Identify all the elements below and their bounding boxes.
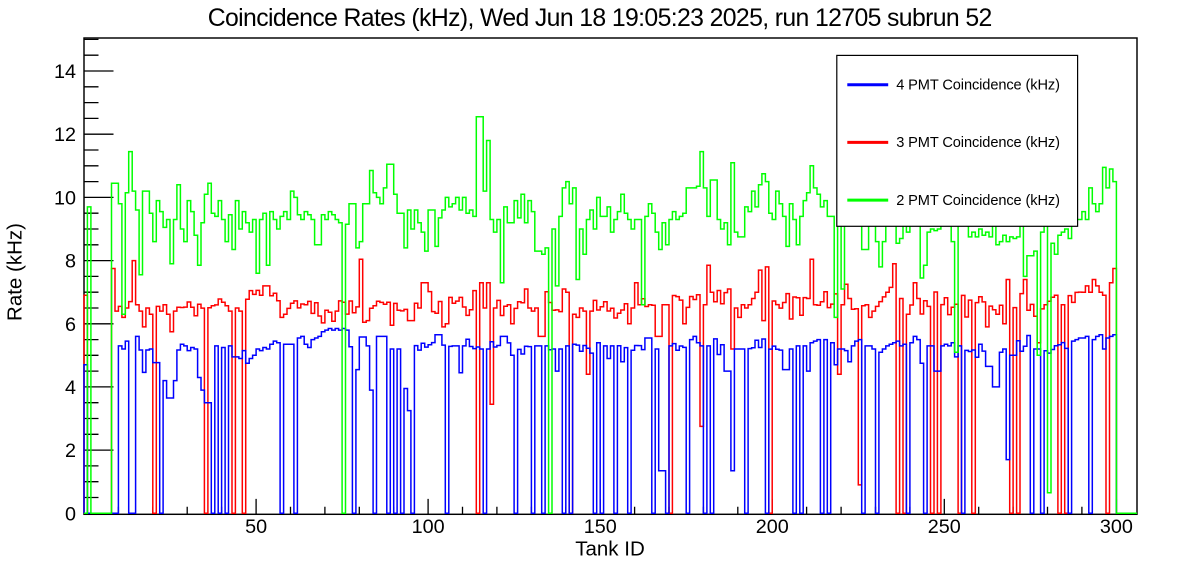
svg-text:50: 50 — [245, 516, 267, 538]
svg-text:200: 200 — [756, 516, 789, 538]
svg-text:250: 250 — [928, 516, 961, 538]
svg-text:0: 0 — [65, 503, 76, 525]
svg-text:10: 10 — [54, 187, 76, 209]
svg-text:Tank ID: Tank ID — [575, 538, 645, 561]
svg-text:2: 2 — [65, 440, 76, 462]
svg-text:Coincidence Rates (kHz), Wed J: Coincidence Rates (kHz), Wed Jun 18 19:0… — [208, 5, 992, 32]
svg-text:6: 6 — [65, 314, 76, 336]
svg-text:Rate (kHz): Rate (kHz) — [4, 223, 27, 321]
svg-text:150: 150 — [584, 516, 617, 538]
svg-text:3 PMT Coincidence (kHz): 3 PMT Coincidence (kHz) — [896, 135, 1060, 151]
svg-text:14: 14 — [54, 61, 76, 83]
svg-text:4 PMT Coincidence (kHz): 4 PMT Coincidence (kHz) — [896, 78, 1060, 94]
svg-text:2 PMT Coincidence (kHz): 2 PMT Coincidence (kHz) — [896, 193, 1060, 209]
svg-text:300: 300 — [1100, 516, 1133, 538]
svg-text:4: 4 — [65, 377, 76, 399]
svg-text:100: 100 — [412, 516, 445, 538]
svg-text:8: 8 — [65, 251, 76, 273]
svg-text:12: 12 — [54, 124, 76, 146]
